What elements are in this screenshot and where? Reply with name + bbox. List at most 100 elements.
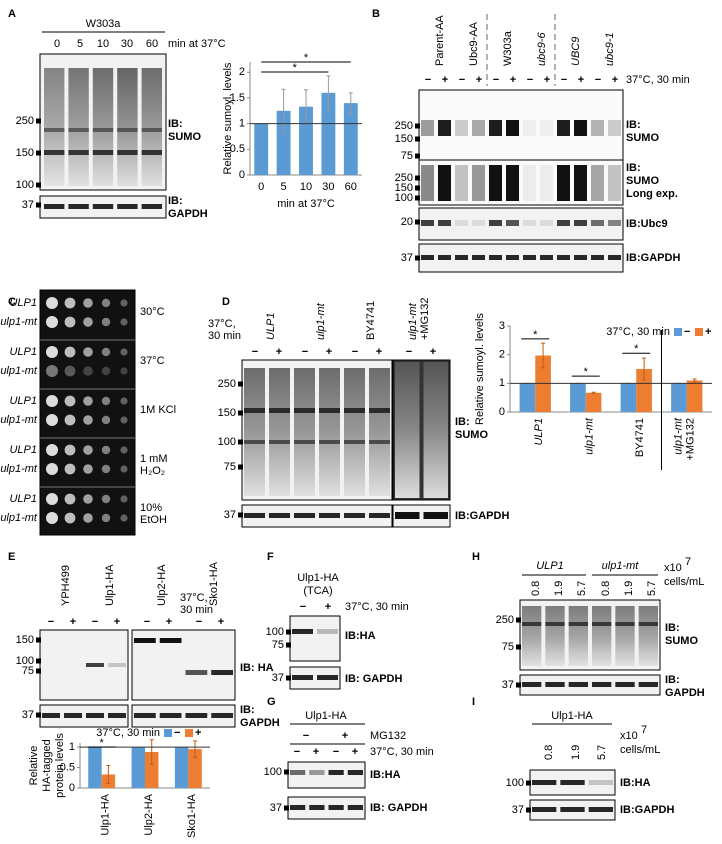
spot <box>46 493 58 505</box>
spot <box>83 513 93 523</box>
band <box>42 713 60 718</box>
mw-marker: 150 <box>16 634 34 646</box>
smear <box>141 68 162 186</box>
spot <box>120 318 128 326</box>
band <box>395 512 420 519</box>
marker-tick <box>36 637 41 643</box>
marker-tick <box>415 123 420 129</box>
x-tick-label: ULP1 <box>533 418 545 446</box>
spot <box>46 365 58 377</box>
smear <box>344 368 365 496</box>
mw-marker: 250 <box>16 115 34 127</box>
mw-marker: 75 <box>22 665 34 677</box>
label: IB:GAPDH <box>626 252 680 264</box>
band <box>421 120 434 136</box>
smear <box>638 606 658 666</box>
spot <box>64 346 76 358</box>
legend-label: − <box>174 727 180 739</box>
spot <box>101 494 111 504</box>
legend-swatch <box>185 729 193 737</box>
band <box>545 622 565 626</box>
smear <box>522 606 542 666</box>
smear <box>44 68 65 186</box>
spot <box>46 463 58 475</box>
spot <box>46 395 58 407</box>
y-tick-label: 2 <box>239 66 245 78</box>
label: + <box>166 616 172 628</box>
marker-tick <box>238 410 243 416</box>
band <box>290 770 306 775</box>
bar <box>174 747 189 788</box>
smear <box>244 368 265 496</box>
significance: * <box>293 62 298 74</box>
band <box>294 513 315 518</box>
x-tick-label: 5 <box>281 181 287 193</box>
label: YPH499 <box>60 565 72 606</box>
label: GAPDH <box>168 208 208 220</box>
band <box>506 220 519 226</box>
bar <box>686 380 703 412</box>
band <box>489 165 502 201</box>
band <box>591 120 604 136</box>
band <box>269 440 290 444</box>
x-tick-label: Sko1-HA <box>186 793 198 838</box>
band <box>141 150 162 155</box>
band <box>574 220 587 226</box>
y-axis-label: Relative <box>28 746 40 786</box>
bar <box>188 749 202 788</box>
mw-marker: 37 <box>502 679 514 691</box>
label: ulp1-mt <box>0 316 38 328</box>
band <box>244 513 265 518</box>
spot <box>83 298 93 308</box>
spot <box>46 316 58 328</box>
marker-tick <box>238 439 243 445</box>
label: + <box>544 74 550 86</box>
spot <box>120 348 128 356</box>
label: 5.7 <box>576 581 588 596</box>
band <box>523 165 536 201</box>
label: 0.8 <box>530 581 542 596</box>
blot <box>289 615 341 662</box>
bar <box>145 752 159 788</box>
y-tick-label: 0.5 <box>230 143 245 155</box>
spot <box>64 316 76 328</box>
label: − <box>459 74 465 86</box>
mw-marker: 150 <box>218 407 236 419</box>
x-axis-label: min at 37°C <box>277 198 335 210</box>
mw-marker: 250 <box>395 120 413 132</box>
spot <box>120 446 128 454</box>
label: 10% <box>140 502 162 514</box>
band <box>344 513 365 518</box>
marker-tick <box>516 682 521 688</box>
band <box>44 128 65 132</box>
spot <box>46 297 58 309</box>
marker-tick <box>36 712 41 718</box>
band <box>591 165 604 201</box>
spot <box>64 297 76 309</box>
band <box>44 150 65 155</box>
label: − <box>352 346 358 358</box>
label: 10 <box>97 38 109 50</box>
label: − <box>48 616 54 628</box>
label: D <box>222 296 230 308</box>
label: ubc9-6 <box>536 31 548 66</box>
label: + <box>352 746 358 758</box>
y-axis-label: Relative sumoyl. levels <box>222 62 234 174</box>
band <box>455 165 468 201</box>
band <box>319 440 340 444</box>
x-tick-label: Ulp2-HA <box>143 793 155 835</box>
y-tick-label: 1 <box>239 118 245 130</box>
mw-marker: 75 <box>272 639 284 651</box>
bar <box>570 383 586 412</box>
mw-marker: 150 <box>395 133 413 145</box>
y-tick-label: 0 <box>499 406 505 418</box>
label: 30 min <box>180 604 213 616</box>
band <box>92 128 114 132</box>
label: 0.8 <box>600 581 612 596</box>
band <box>211 713 233 718</box>
smear <box>545 606 565 666</box>
band <box>344 408 365 413</box>
marker-tick <box>284 769 289 775</box>
blot <box>392 504 451 528</box>
label: 0.8 <box>543 745 555 760</box>
